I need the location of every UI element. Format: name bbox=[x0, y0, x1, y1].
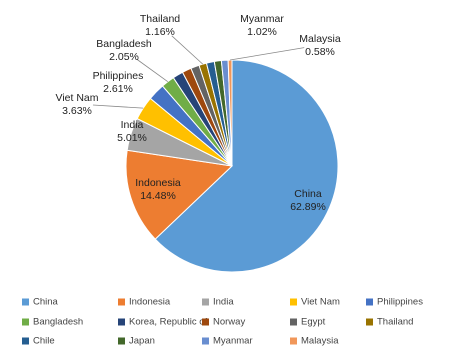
legend-label: Japan bbox=[129, 336, 155, 347]
legend-swatch bbox=[118, 337, 125, 345]
data-label-value: 62.89% bbox=[290, 201, 326, 213]
data-label-value: 1.16% bbox=[145, 26, 175, 38]
data-label-name: Bangladesh bbox=[96, 38, 152, 50]
legend-label: Myanmar bbox=[213, 336, 253, 347]
legend-swatch bbox=[202, 318, 209, 326]
legend-swatch bbox=[118, 298, 125, 306]
legend-swatch bbox=[202, 298, 209, 306]
legend-swatch bbox=[22, 298, 29, 306]
legend-swatch bbox=[290, 298, 297, 306]
data-label-value: 3.63% bbox=[62, 105, 92, 117]
data-label-value: 2.05% bbox=[109, 51, 139, 63]
data-label-name: Myanmar bbox=[240, 13, 284, 25]
legend-swatch bbox=[366, 318, 373, 326]
data-label-name: China bbox=[294, 188, 322, 200]
pie-slice bbox=[125, 149, 234, 240]
data-label-value: 2.61% bbox=[103, 83, 133, 95]
legend-swatch bbox=[202, 337, 209, 345]
data-label-value: 5.01% bbox=[117, 132, 147, 144]
legend-label: Thailand bbox=[377, 317, 413, 328]
legend-label: India bbox=[213, 297, 234, 308]
legend-swatch bbox=[22, 337, 29, 345]
legend-label: Norway bbox=[213, 317, 245, 328]
leader-line bbox=[171, 35, 204, 65]
legend-label: Bangladesh bbox=[33, 317, 83, 328]
data-label-name: India bbox=[121, 119, 144, 131]
data-label-value: 0.58% bbox=[305, 46, 335, 58]
leader-line bbox=[136, 59, 169, 82]
legend-swatch bbox=[366, 298, 373, 306]
legend-swatch bbox=[290, 337, 297, 345]
data-label-value: 14.48% bbox=[140, 190, 176, 202]
data-label-value: 1.02% bbox=[247, 26, 277, 38]
data-label-name: Malaysia bbox=[299, 33, 341, 45]
legend-label: China bbox=[33, 297, 59, 308]
leader-line bbox=[230, 47, 305, 61]
legend-swatch bbox=[290, 318, 297, 326]
legend-label: Viet Nam bbox=[301, 297, 340, 308]
legend-label: Malaysia bbox=[301, 336, 339, 347]
legend-label: Indonesia bbox=[129, 297, 171, 308]
data-label-name: Viet Nam bbox=[56, 92, 99, 104]
legend-swatch bbox=[22, 318, 29, 326]
legend-label: Chile bbox=[33, 336, 55, 347]
legend-label: Korea, Republic of bbox=[129, 317, 208, 328]
leader-line bbox=[92, 104, 144, 109]
data-label-name: Philippines bbox=[93, 70, 144, 82]
legend-label: Philippines bbox=[377, 297, 423, 308]
legend-swatch bbox=[118, 318, 125, 326]
pie-slice bbox=[154, 59, 339, 273]
data-label-name: Thailand bbox=[140, 13, 180, 25]
data-label-name: Indonesia bbox=[135, 177, 181, 189]
legend-label: Egypt bbox=[301, 317, 326, 328]
